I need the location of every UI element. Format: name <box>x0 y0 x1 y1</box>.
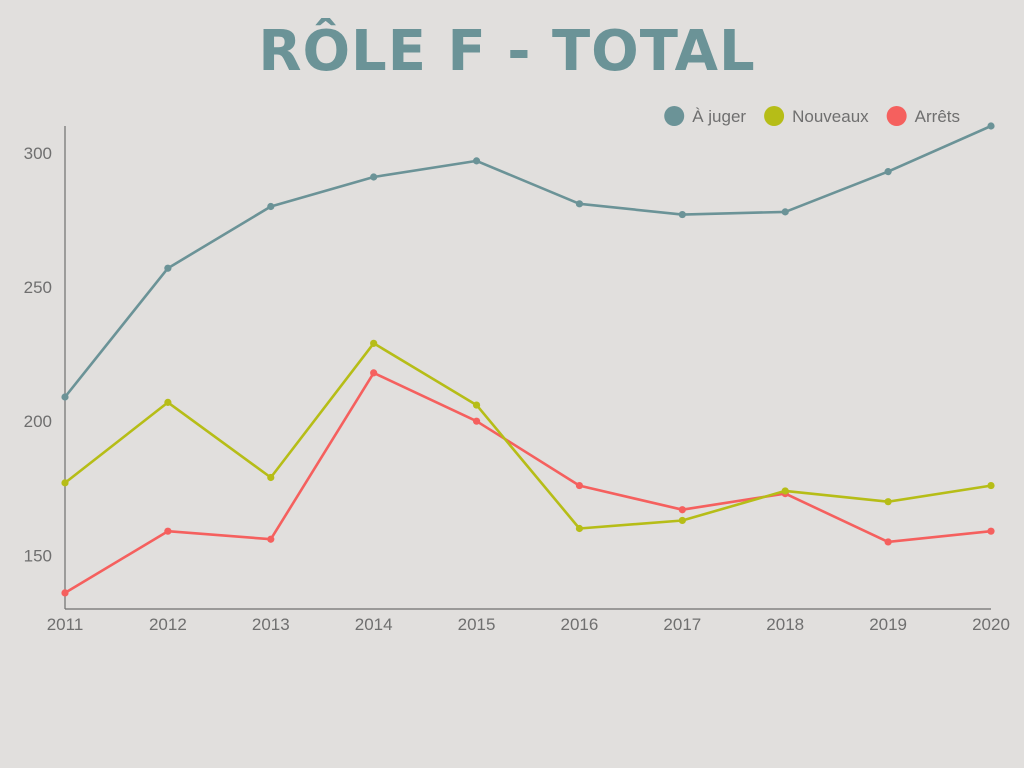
y-tick-label: 300 <box>24 144 52 163</box>
data-point <box>884 498 892 506</box>
y-tick-label: 150 <box>24 546 52 565</box>
data-point <box>61 479 69 487</box>
chart-title: RÔLE F - TOTAL <box>258 19 756 84</box>
x-tick-label: 2017 <box>663 615 701 634</box>
data-point <box>987 527 995 535</box>
data-point <box>164 264 172 272</box>
x-tick-label: 2016 <box>561 615 599 634</box>
y-tick-label: 250 <box>24 278 52 297</box>
data-point <box>267 535 275 543</box>
legend-label: À juger <box>692 107 746 126</box>
data-point <box>884 168 892 176</box>
data-point <box>164 527 172 535</box>
data-point <box>575 200 584 208</box>
x-tick-label: 2012 <box>149 615 187 634</box>
data-point <box>61 393 69 401</box>
series-line <box>63 341 993 530</box>
x-tick-label: 2013 <box>252 615 290 634</box>
y-tick-label: 200 <box>24 412 52 431</box>
x-tick-label: 2011 <box>47 615 84 634</box>
data-point <box>678 516 686 525</box>
series-line <box>63 371 993 595</box>
data-point <box>472 401 481 409</box>
legend-marker <box>764 106 785 126</box>
data-point <box>61 589 69 597</box>
series-nouveaux <box>61 339 995 533</box>
legend-item: Nouveaux <box>764 106 869 126</box>
legend-marker <box>886 106 907 126</box>
series--juger <box>61 122 995 401</box>
y-axis: 150 200 250 300 <box>24 126 66 609</box>
x-tick-label: 2018 <box>766 615 804 634</box>
data-point <box>164 398 172 406</box>
data-point <box>884 538 892 546</box>
x-tick-label: 2015 <box>458 615 496 634</box>
data-point <box>472 157 481 165</box>
data-point <box>370 173 378 181</box>
data-point <box>472 417 481 425</box>
data-point <box>781 208 789 216</box>
series-arr-ts <box>61 369 995 597</box>
data-point <box>678 210 686 219</box>
data-point <box>987 122 995 130</box>
data-point <box>267 202 275 211</box>
data-point <box>987 481 995 490</box>
legend: À juger Nouveaux Arrêts <box>664 106 960 126</box>
data-point <box>575 524 584 533</box>
data-point <box>678 506 686 514</box>
legend-item: Arrêts <box>886 106 960 126</box>
legend-marker <box>664 106 685 126</box>
data-point <box>781 487 789 495</box>
x-axis: 2011 2012 2013 2014 2015 2016 2017 2018 2019 2020 <box>47 608 1010 634</box>
series-group <box>61 122 995 597</box>
x-tick-label: 2014 <box>355 615 393 634</box>
x-tick-label: 2020 <box>972 615 1010 634</box>
data-point <box>370 339 378 347</box>
data-point <box>267 473 275 482</box>
legend-label: Nouveaux <box>792 107 869 126</box>
legend-item: À juger <box>664 106 746 126</box>
data-point <box>575 481 584 490</box>
data-point <box>370 369 378 377</box>
series-line <box>63 124 993 399</box>
legend-label: Arrêts <box>915 107 960 126</box>
x-tick-label: 2019 <box>869 615 907 634</box>
